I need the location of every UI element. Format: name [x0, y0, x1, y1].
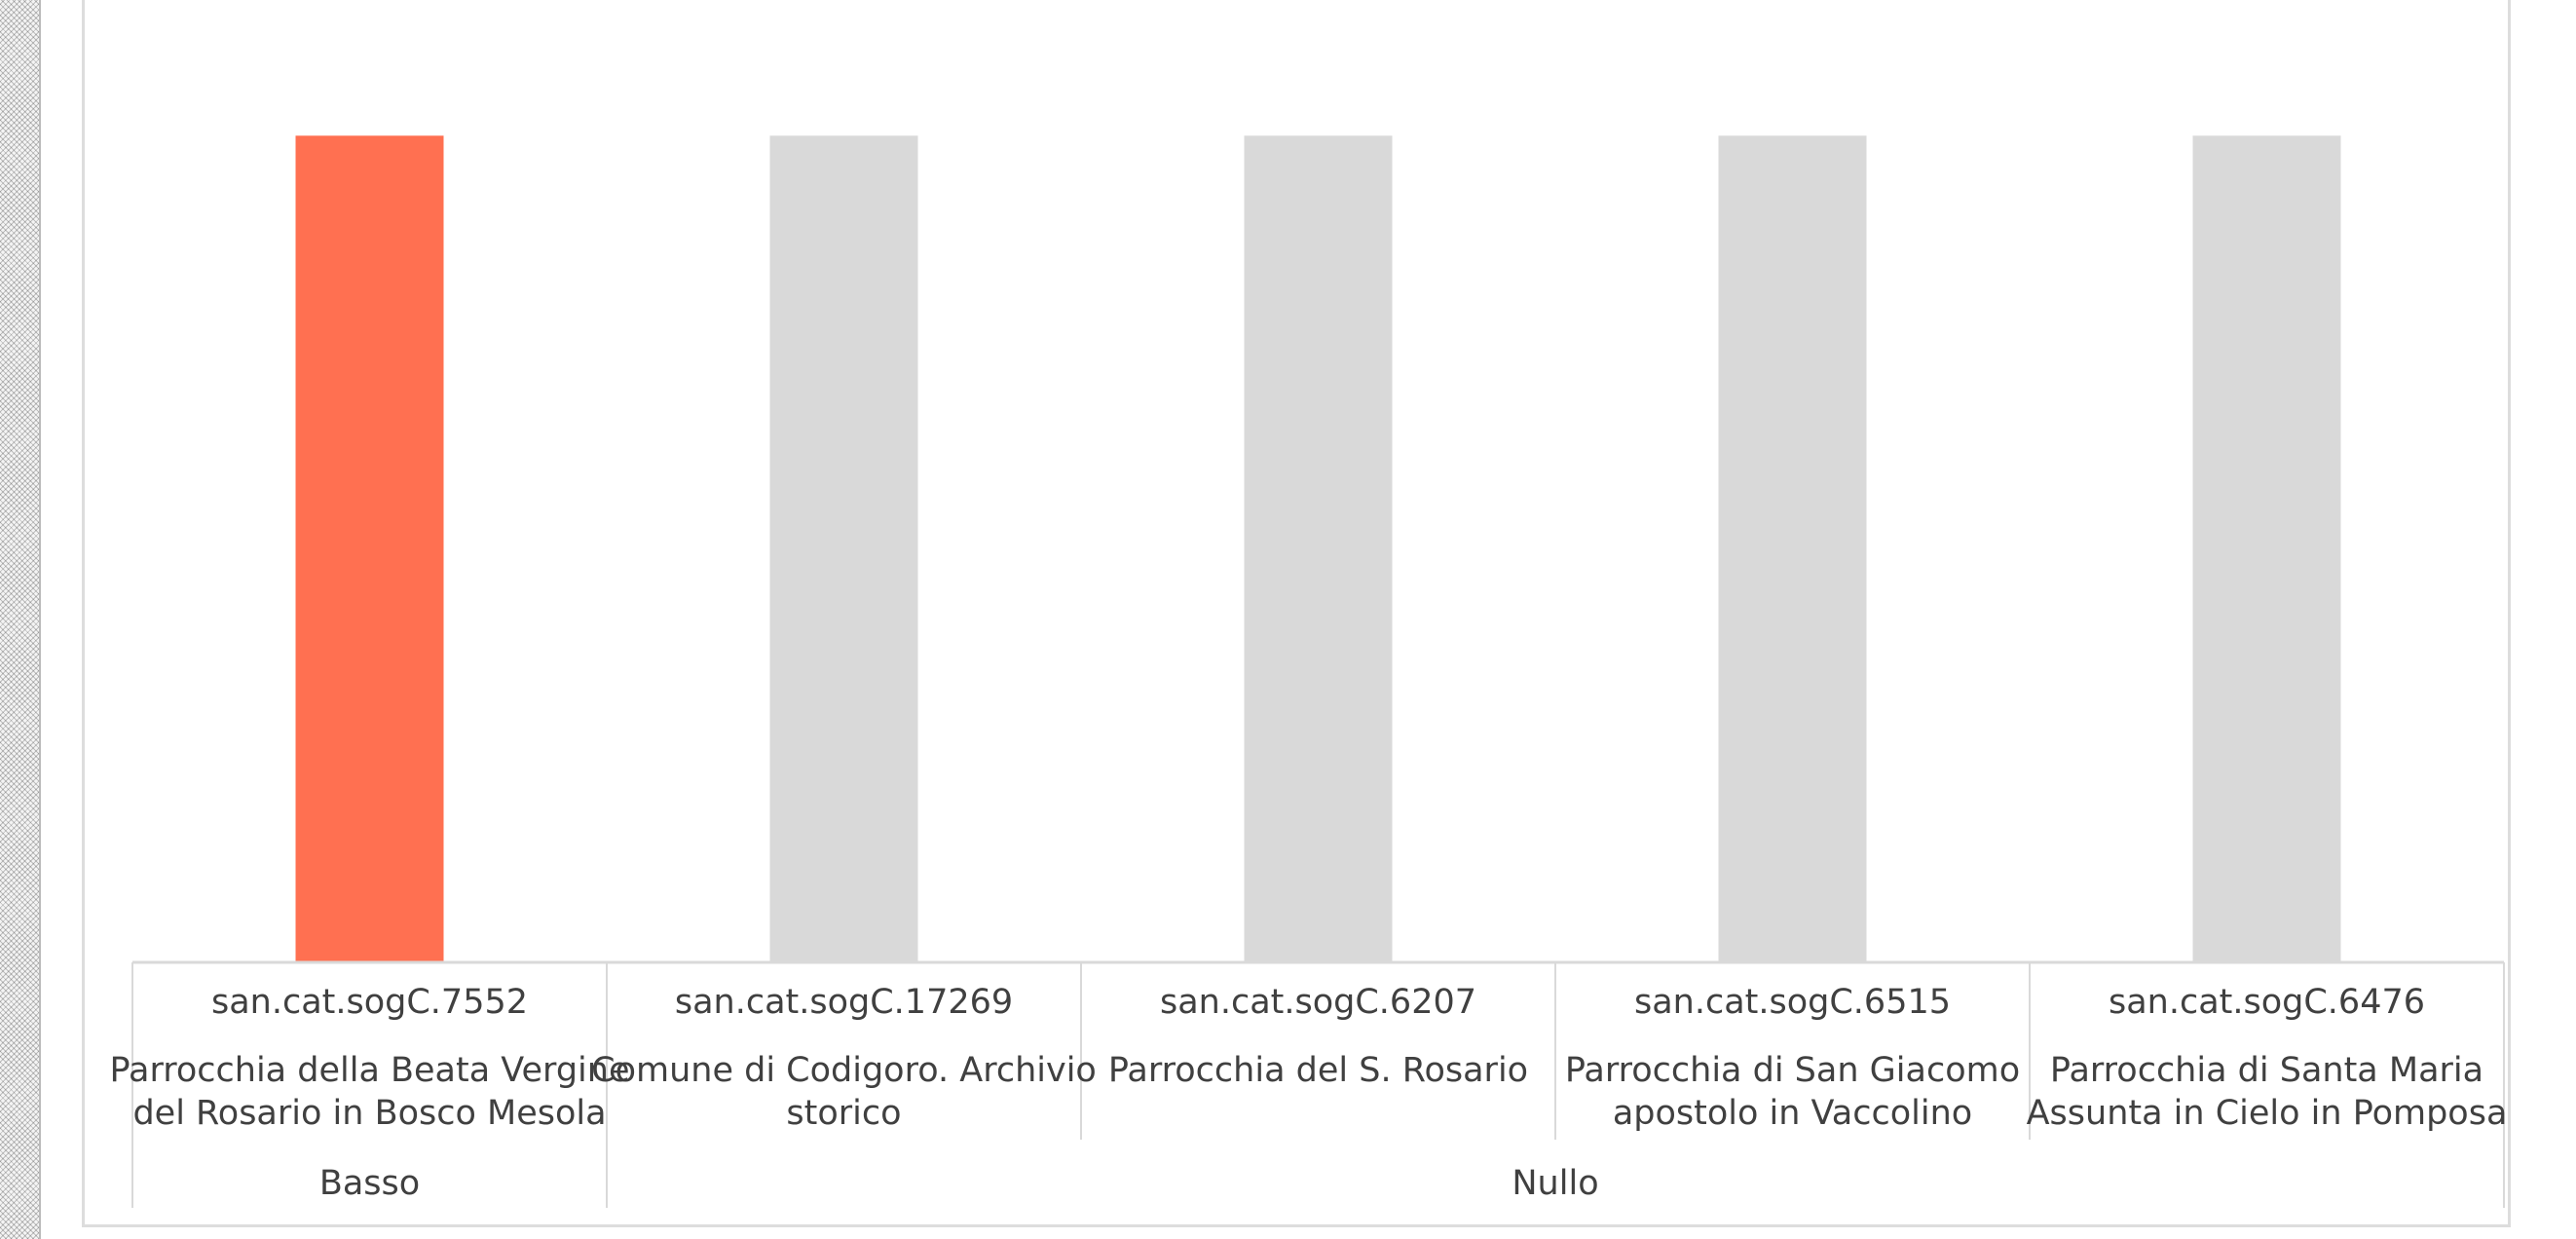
- tick-label-name: Parrocchia della Beata Vergine: [109, 1051, 629, 1090]
- tick-label-code: san.cat.sogC.6476: [2109, 983, 2425, 1022]
- tick-label-name: del Rosario in Bosco Mesola: [132, 1094, 606, 1133]
- tick-label-name: storico: [786, 1094, 901, 1133]
- bar-san-cat-sogC-7552: [295, 135, 444, 963]
- tick-label-code: san.cat.sogC.7552: [211, 983, 528, 1022]
- tick-label-code: san.cat.sogC.6515: [1634, 983, 1951, 1022]
- tick-label-name: Parrocchia di Santa Maria: [2050, 1051, 2483, 1090]
- tick-label-code: san.cat.sogC.17269: [675, 983, 1013, 1022]
- group-label-basso: Basso: [319, 1164, 420, 1203]
- bar-san-cat-sogC-6207: [1244, 135, 1393, 963]
- tick-label-name: apostolo in Vaccolino: [1613, 1094, 1972, 1133]
- bar-san-cat-sogC-6476: [2192, 135, 2341, 963]
- tick-label-code: san.cat.sogC.6207: [1160, 983, 1476, 1022]
- tick-label-name: Parrocchia di San Giacomo: [1565, 1051, 2020, 1090]
- tick-label-name: Assunta in Cielo in Pomposa: [2027, 1094, 2508, 1133]
- bar-san-cat-sogC-17269: [769, 135, 918, 963]
- tick-label-name: Comune di Codigoro. Archivio: [591, 1051, 1097, 1090]
- background-texture: [0, 0, 41, 1239]
- tick-label-name: Parrocchia del S. Rosario: [1108, 1051, 1528, 1090]
- bar-san-cat-sogC-6515: [1718, 135, 1867, 963]
- group-label-nullo: Nullo: [1512, 1164, 1598, 1203]
